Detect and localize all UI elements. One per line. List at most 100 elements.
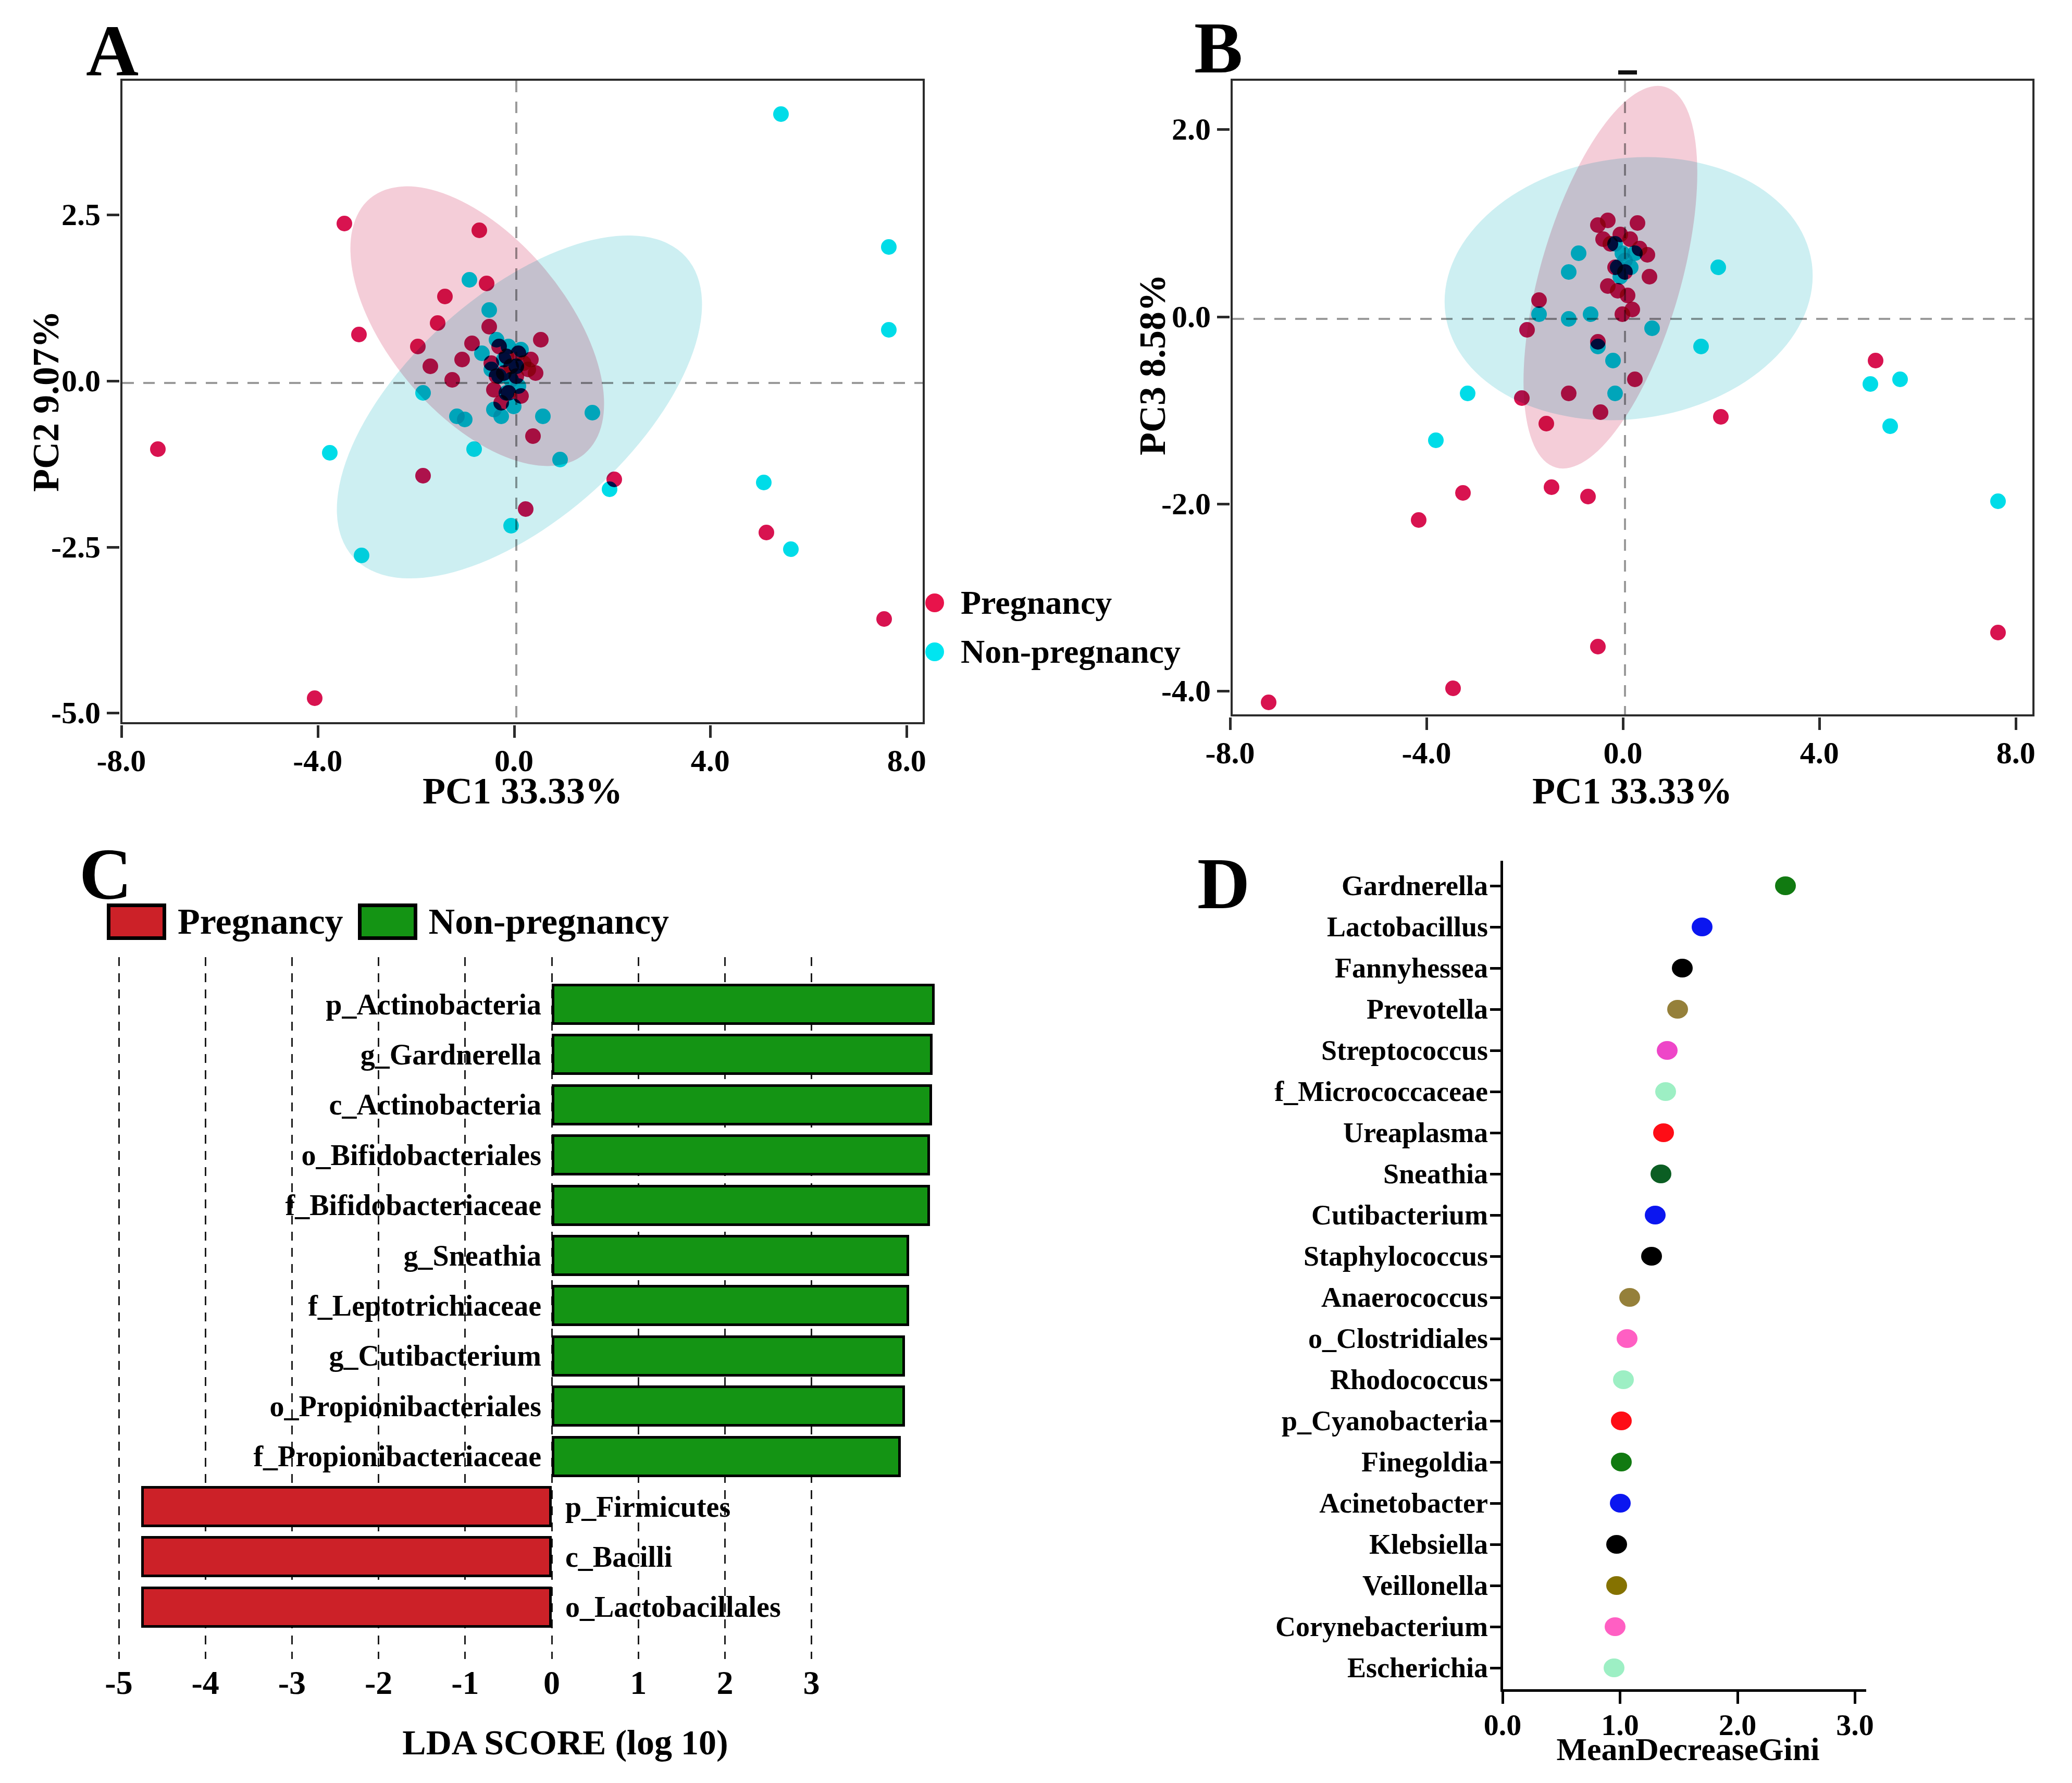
scatter-point-non-pregnancy <box>1590 339 1606 354</box>
lda-bar-f-propionibacteriaceae <box>552 1436 901 1477</box>
scatter-point-non-pregnancy <box>1990 493 2006 509</box>
lda-x-tick-label: 1 <box>630 1666 647 1700</box>
scatter-point-pregnancy <box>150 441 166 457</box>
gini-dot-finegoldia <box>1611 1453 1632 1471</box>
lda-bar-label: g_Cutibacterium <box>329 1341 541 1370</box>
scatter-point-pregnancy <box>1561 386 1577 401</box>
taxon-label-escherichia: Escherichia <box>1347 1654 1488 1682</box>
lda-bar-g-sneathia <box>552 1235 909 1276</box>
y-tick <box>1490 1008 1502 1011</box>
scatter-point-pregnancy <box>307 690 322 706</box>
scatter-point-pregnancy <box>479 276 494 291</box>
scatter-point-non-pregnancy <box>322 445 338 461</box>
gini-dot-sneathia <box>1651 1165 1671 1183</box>
scatter-point-non-pregnancy <box>462 272 477 288</box>
y-tick <box>1490 1379 1502 1381</box>
x-tick <box>2015 717 2017 730</box>
lda-legend: Pregnancy Non-pregnancy <box>107 903 684 940</box>
x-tick <box>1502 1689 1504 1704</box>
scatter-point-pregnancy <box>1990 625 2006 640</box>
y-tick <box>1490 1584 1502 1587</box>
scatter-point-non-pregnancy <box>457 412 473 427</box>
taxon-label-klebsiella: Klebsiella <box>1369 1530 1488 1558</box>
lda-bar-f-leptotrichiaceae <box>552 1285 909 1326</box>
y-tick <box>1217 316 1230 318</box>
scatter-point-pregnancy <box>1539 416 1554 431</box>
lda-x-tick-label: -5 <box>105 1666 132 1700</box>
gini-dot-anaerococcus <box>1619 1288 1640 1307</box>
scatter-point-non-pregnancy <box>881 239 897 255</box>
scatter-point-pregnancy <box>1411 512 1426 528</box>
y-tick-label: 2.0 <box>1172 114 1211 145</box>
gini-dot-corynebacterium <box>1605 1617 1626 1636</box>
y-tick <box>1490 885 1502 887</box>
lda-bar-label: o_Propionibacteriales <box>269 1392 541 1421</box>
scatter-point-non-pregnancy <box>756 475 772 490</box>
panel-d-letter: D <box>1197 847 1250 920</box>
taxon-label-staphylococcus: Staphylococcus <box>1304 1242 1488 1270</box>
scatter-legend: Pregnancy Non-pregnancy <box>925 578 1181 676</box>
scatter-point-pregnancy <box>1868 353 1883 368</box>
x-tick-label: 8.0 <box>887 745 926 776</box>
y-tick <box>1490 1502 1502 1505</box>
lda-non-pregnancy-legend-label: Non-pregnancy <box>429 903 669 940</box>
scatter-point-pregnancy <box>415 468 431 484</box>
taxon-label-lactobacillus: Lactobacillus <box>1327 913 1488 941</box>
gini-dot-p-cyanobacteria <box>1611 1411 1632 1430</box>
lda-x-tick-label: -1 <box>451 1666 479 1700</box>
x-tick-label: 4.0 <box>1800 737 1839 769</box>
y-tick-label: -5.0 <box>51 697 101 728</box>
pregnancy-swatch-icon <box>107 903 166 940</box>
panel-d-x-axis-title: MeanDecreaseGini <box>1556 1733 1819 1765</box>
lda-bar-c-bacilli <box>141 1536 552 1577</box>
x-tick-label: -8.0 <box>96 745 146 776</box>
scatter-point-pregnancy <box>1620 288 1635 303</box>
lda-bar-o-bifidobacteriales <box>552 1134 930 1175</box>
scatter-point-non-pregnancy <box>474 345 490 361</box>
scatter-point-pregnancy <box>528 365 543 381</box>
scatter-point-non-pregnancy <box>1571 245 1586 261</box>
x-tick-label: -4.0 <box>293 745 342 776</box>
y-tick <box>1490 1049 1502 1052</box>
lda-x-tick-label: -3 <box>278 1666 306 1700</box>
lda-x-tick-label: -4 <box>192 1666 219 1700</box>
y-tick <box>107 214 119 216</box>
panel-b-clipped-point-marker <box>1618 70 1637 75</box>
x-tick <box>120 725 123 738</box>
y-axis-line <box>1500 861 1503 1692</box>
scatter-point-non-pregnancy <box>773 106 789 122</box>
scatter-point-pregnancy <box>759 525 774 540</box>
scatter-point-pregnancy <box>472 222 487 238</box>
gini-dot-fannyhessea <box>1672 959 1693 977</box>
scatter-point-pregnancy <box>1630 215 1645 231</box>
scatter-point-non-pregnancy <box>1428 432 1444 448</box>
scatter-point-pregnancy <box>1261 695 1276 710</box>
y-tick <box>1490 926 1502 928</box>
scatter-point-pregnancy <box>1580 489 1596 504</box>
scatter-point-non-pregnancy <box>506 399 522 414</box>
scatter-point-non-pregnancy <box>1710 259 1726 275</box>
y-tick <box>1490 1543 1502 1546</box>
lda-bar-label: o_Bifidobacteriales <box>302 1141 541 1170</box>
y-tick-label: -2.5 <box>51 531 101 563</box>
scatter-point-pregnancy <box>454 352 470 367</box>
scatter-point-non-pregnancy <box>1561 264 1577 280</box>
scatter-point-non-pregnancy <box>508 358 524 374</box>
x-tick <box>1229 717 1232 730</box>
gini-dot-klebsiella <box>1606 1535 1627 1554</box>
panel-b-letter: B <box>1194 11 1243 84</box>
scatter-point-non-pregnancy <box>1863 376 1878 392</box>
taxon-label-ureaplasma: Ureaplasma <box>1343 1119 1488 1147</box>
y-tick <box>1490 1461 1502 1464</box>
lda-x-tick-label: 2 <box>716 1666 733 1700</box>
lda-bar-o-lactobacillales <box>141 1587 552 1628</box>
scatter-point-pregnancy <box>1531 292 1547 308</box>
scatter-point-non-pregnancy <box>1882 418 1898 434</box>
scatter-point-pregnancy <box>1544 479 1559 495</box>
lda-bar-c-actinobacteria <box>552 1084 932 1125</box>
gini-dot-ureaplasma <box>1653 1123 1674 1142</box>
lda-bar-label: g_Sneathia <box>404 1241 542 1270</box>
scatter-point-pregnancy <box>1445 680 1461 696</box>
lda-bar-g-gardnerella <box>552 1034 933 1075</box>
scatter-point-pregnancy <box>1642 269 1657 284</box>
